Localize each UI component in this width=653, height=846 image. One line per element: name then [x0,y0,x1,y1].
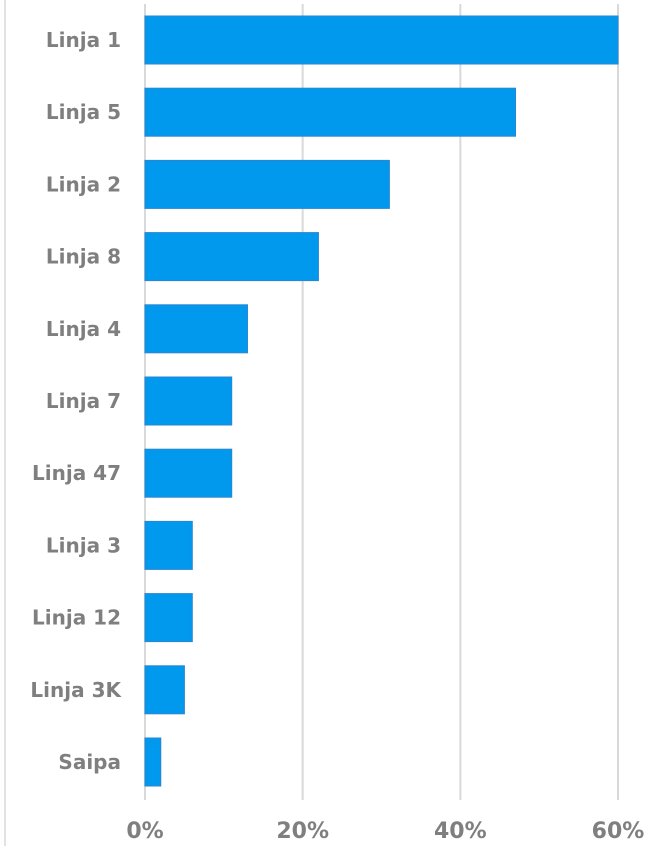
bar [144,159,390,209]
bars [144,15,619,787]
bar [144,15,619,65]
bar [144,665,185,715]
x-tick-label: 60% [592,819,645,844]
x-tick-label: 0% [126,819,163,844]
bar [144,304,248,354]
bar [144,376,233,426]
category-labels: Linja 1 Linja 5 Linja 2 Linja 8 Linja 4 Linja… [30,28,122,774]
bar [144,448,233,498]
x-tick-label: 20% [276,819,329,844]
category-label: Linja 12 [32,606,121,630]
bar [144,737,162,787]
category-label: Linja 8 [46,245,121,269]
category-label: Linja 4 [46,317,121,341]
x-tick-labels: 0% 20% 40% 60% [126,819,644,844]
category-label: Linja 2 [46,172,121,196]
category-label: Linja 3K [30,678,122,702]
x-tick-label: 40% [434,819,487,844]
category-label: Linja 1 [46,28,121,52]
bar [144,520,193,570]
category-label: Saipa [58,750,121,774]
bar [144,87,517,137]
bar [144,232,319,282]
category-label: Linja 7 [46,389,121,413]
category-label: Linja 5 [46,100,121,124]
category-label: Linja 3 [46,533,121,557]
bar [144,593,193,643]
category-label: Linja 47 [32,461,121,485]
